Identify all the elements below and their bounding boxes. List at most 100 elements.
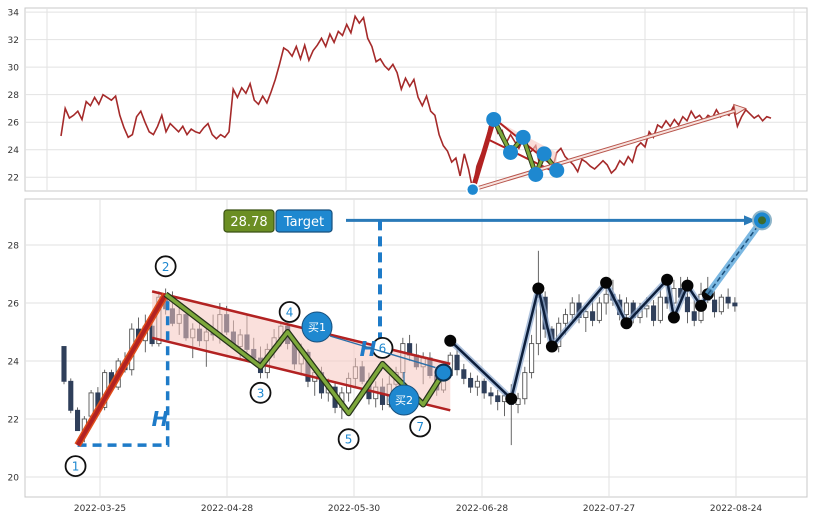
trade-path-dot	[444, 334, 457, 347]
x-tick-label: 2022-07-27	[583, 504, 635, 514]
top-pivot-dot	[503, 144, 519, 160]
height-marker-upper: H	[360, 337, 377, 361]
candle-body	[603, 293, 609, 304]
bottom-y-tick-label: 20	[8, 474, 20, 484]
target-text-label: Target	[283, 215, 324, 230]
height-marker-lower: H	[152, 407, 169, 431]
top-y-tick-label: 28	[8, 91, 20, 101]
x-tick-label: 2022-03-25	[74, 504, 126, 514]
candle-body	[562, 314, 569, 324]
top-y-tick-label: 30	[8, 64, 20, 74]
top-pivot-dot	[486, 111, 502, 127]
flagpole-leg	[75, 293, 168, 447]
pivot-label-text: 3	[257, 386, 265, 400]
buy2-label: 买2	[395, 394, 413, 407]
target-leg	[707, 219, 763, 295]
pivot-label-text: 6	[379, 341, 387, 355]
bottom-y-tick-label: 24	[8, 358, 20, 368]
candle-body	[474, 380, 480, 388]
top-plot-frame	[24, 7, 808, 192]
pivot-label-circle	[249, 381, 272, 404]
candle-body	[481, 380, 487, 394]
x-tick-label: 2022-08-24	[710, 504, 763, 514]
candle-body	[623, 302, 630, 316]
top-y-tick-label: 24	[8, 146, 20, 156]
candle-body	[657, 296, 663, 321]
pivot-label-circle	[278, 301, 301, 323]
pivot-label-circle	[154, 255, 177, 278]
target-value-box	[223, 209, 275, 233]
top-y-tick-label: 34	[8, 9, 20, 19]
buy1-pointer	[329, 335, 436, 369]
trade-path-dot	[695, 299, 708, 312]
candle-body	[691, 311, 697, 321]
target-value-text: 28.78	[230, 215, 267, 230]
bottom-y-tick-label: 22	[8, 416, 19, 426]
candle-body	[583, 311, 589, 318]
x-tick-label: 2022-06-28	[456, 504, 509, 514]
buy1-marker	[301, 311, 333, 343]
zigzag-line	[164, 292, 445, 415]
pivot-label-circle	[64, 455, 87, 478]
candle-body	[732, 302, 738, 307]
candle-body	[596, 302, 602, 321]
channel-upper-line	[151, 290, 451, 366]
pivot-label-text: 1	[72, 460, 80, 474]
pivot-label-circle	[409, 415, 432, 438]
candle-body	[569, 302, 575, 316]
candle-body	[495, 395, 501, 403]
top-y-tick-label: 22	[8, 174, 19, 184]
breakout-marker	[434, 363, 453, 382]
trade-path-dot	[661, 273, 674, 286]
pivot-label-text: 4	[286, 306, 294, 320]
trade-path-dot	[667, 311, 680, 324]
pivot-label-text: 2	[162, 260, 170, 274]
candle-body	[651, 305, 657, 321]
candle-body	[75, 409, 81, 432]
top-pivot-dot	[536, 146, 552, 162]
target-point-core	[758, 216, 766, 225]
top-y-tick-label: 32	[8, 36, 19, 46]
bottom-y-tick-label: 26	[8, 300, 20, 310]
candle-body	[590, 311, 596, 321]
top-target-arrowhead	[733, 103, 747, 116]
candle-body	[488, 392, 494, 397]
x-tick-label: 2022-04-28	[201, 504, 254, 514]
candle-body	[684, 296, 691, 313]
top-y-tick-label: 26	[8, 119, 20, 129]
pivot-label-text: 7	[416, 420, 424, 434]
trade-path-dot	[545, 340, 558, 353]
top-pivot-dot	[549, 162, 565, 178]
top-target-arrow	[472, 108, 739, 191]
trade-path-dot	[600, 276, 613, 289]
bottom-y-tick-label: 28	[8, 242, 20, 252]
buy2-marker	[388, 384, 420, 416]
candle-body	[461, 369, 467, 379]
candle-body	[522, 372, 528, 400]
flagpole-height-dashed	[77, 294, 170, 447]
candle-body	[454, 354, 460, 371]
pivot-label-text: 5	[345, 433, 353, 447]
x-tick-label: 2022-05-30	[328, 504, 381, 514]
top-pivot-dot	[465, 182, 480, 197]
target-text-box	[275, 209, 333, 233]
top-pivot-dot	[515, 129, 531, 145]
trade-path-dot	[505, 392, 518, 405]
candle-body	[61, 346, 67, 382]
candle-body	[529, 343, 535, 374]
buy1-label: 买1	[308, 321, 326, 334]
target-arrowhead	[744, 215, 756, 226]
trade-path-dot	[532, 282, 545, 295]
candle-body	[712, 299, 718, 313]
candle-body	[468, 377, 474, 388]
trade-path-dot	[620, 317, 633, 330]
candle-body	[725, 296, 731, 304]
top-up-leg	[470, 118, 497, 191]
top-pivot-dot	[528, 166, 544, 182]
candle-body	[68, 380, 74, 411]
candle-body	[718, 296, 724, 313]
trade-path-dot	[681, 279, 694, 292]
pivot-label-circle	[337, 428, 360, 451]
